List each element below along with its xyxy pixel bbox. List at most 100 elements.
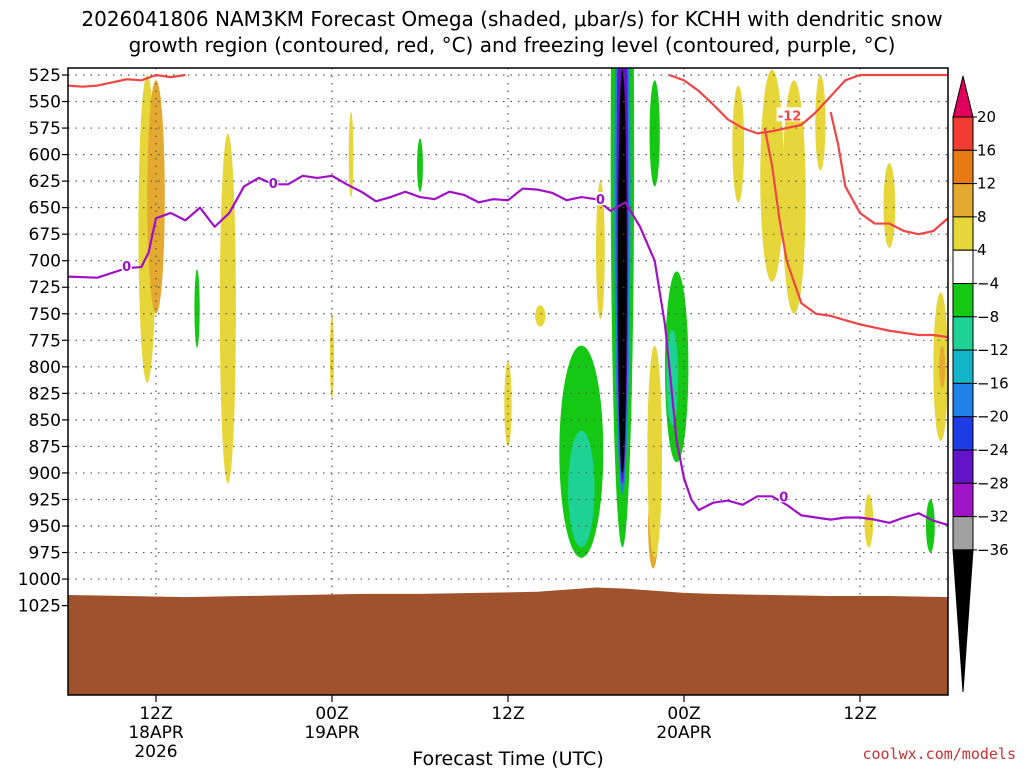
colorbar-seg-8: [952, 349, 974, 384]
x-tick-label-3: 00Z: [667, 704, 700, 724]
dendritic-label-bg: [776, 107, 803, 122]
omega-region-4: [348, 112, 354, 198]
colorbar-label-13: −36: [977, 541, 1009, 559]
colorbar-seg-6: [952, 283, 974, 318]
colorbar-label-11: −28: [977, 474, 1009, 492]
colorbar-seg-4: [952, 216, 974, 251]
colorbar-top-arrow: [952, 75, 974, 118]
colorbar-label-1: 16: [977, 141, 996, 159]
y-tick-label-800: 800: [29, 358, 61, 378]
x-tick-date-0: 18APR: [128, 723, 184, 743]
colorbar-label-4: 4: [977, 241, 987, 259]
omega-region-24: [815, 75, 826, 171]
y-tick-label-650: 650: [29, 199, 61, 219]
freezing-label-2: 0: [596, 193, 605, 208]
y-tick-label-850: 850: [29, 411, 61, 431]
plot-area: 0 0 0 0 -12: [67, 67, 949, 696]
colorbar-label-2: 12: [977, 175, 996, 193]
omega-region-25: [883, 163, 896, 248]
omega-region-15: [618, 69, 627, 473]
colorbar: 20 16 12 8 4 −4 −8 −12 −16 −20 −24 −28 −32 −36: [952, 75, 1009, 693]
colorbar-label-5: −4: [977, 275, 999, 293]
y-tick-label-750: 750: [29, 305, 61, 325]
freezing-label-bg-1: [268, 176, 279, 190]
colorbar-label-12: −32: [977, 508, 1009, 526]
omega-shading: [138, 68, 948, 569]
colorbar-seg-7: [952, 316, 974, 351]
dendritic-contour-1: [668, 73, 948, 135]
chart-title-line1: 2026041806 NAM3KM Forecast Omega (shaded…: [81, 7, 942, 31]
x-tick-label-1: 00Z: [315, 704, 348, 724]
omega-region-26: [864, 494, 874, 548]
freezing-label-bg-2: [595, 192, 606, 206]
chart-title-line2: growth region (contoured, red, °C) and f…: [129, 33, 896, 57]
freezing-label-bg-3: [778, 489, 789, 503]
omega-region-23: [782, 80, 806, 314]
omega-region-6: [417, 138, 423, 192]
dendritic-contour-0: [68, 73, 186, 88]
omega-region-18: [666, 329, 679, 426]
contours: 0 0 0 0 -12: [68, 73, 948, 527]
y-tick-label-1000: 1000: [18, 570, 61, 590]
colorbar-label-0: 20: [977, 108, 996, 126]
colorbar-seg-12: [952, 482, 974, 518]
colorbar-seg-1: [952, 116, 974, 151]
x-tick-label-0: 12Z: [139, 704, 172, 724]
y-tick-label-575: 575: [29, 119, 61, 139]
x-tick-label-2: 12Z: [491, 704, 524, 724]
terrain: [68, 587, 948, 695]
y-axis: 525 550 575 600 625 650 675 700 725 750 775 800 825 8…: [18, 66, 68, 617]
omega-region-27: [926, 499, 935, 553]
y-tick-label-950: 950: [29, 517, 61, 537]
omega-region-5: [329, 313, 335, 399]
omega-region-3: [194, 269, 200, 348]
y-tick-label-925: 925: [29, 490, 61, 510]
y-tick-label-775: 775: [29, 331, 61, 351]
x-tick-year-0: 2026: [134, 742, 177, 762]
omega-region-22: [760, 69, 784, 282]
colorbar-seg-3: [952, 183, 974, 218]
y-tick-label-1025: 1025: [18, 597, 61, 617]
y-tick-label-725: 725: [29, 278, 61, 298]
y-tick-label-675: 675: [29, 225, 61, 245]
colorbar-seg-10: [952, 416, 974, 451]
colorbar-seg-9: [952, 382, 974, 418]
colorbar-seg-2: [952, 149, 974, 185]
x-tick-label-4: 12Z: [843, 704, 876, 724]
y-tick-label-975: 975: [29, 544, 61, 564]
colorbar-seg-11: [952, 449, 974, 484]
y-tick-label-700: 700: [29, 252, 61, 272]
omega-region-1: [147, 80, 165, 314]
omega-region-10: [568, 430, 595, 548]
freezing-label-1: 0: [269, 177, 278, 192]
terrain-fill: [68, 587, 948, 695]
omega-region-2: [219, 133, 236, 484]
y-tick-label-625: 625: [29, 172, 61, 192]
colorbar-label-7: −12: [977, 341, 1009, 359]
x-tick-date-3: 20APR: [656, 723, 712, 743]
omega-region-16: [649, 80, 660, 187]
colorbar-label-10: −24: [977, 441, 1009, 459]
y-tick-label-525: 525: [29, 66, 61, 86]
colorbar-bottom-arrow: [952, 549, 974, 693]
omega-region-11: [596, 181, 605, 320]
dendritic-label: -12: [778, 109, 802, 124]
colorbar-seg-13: [952, 516, 974, 551]
freezing-label-3: 0: [779, 490, 788, 505]
freezing-level-line: [68, 174, 948, 527]
omega-region-8: [535, 305, 546, 327]
y-tick-label-875: 875: [29, 437, 61, 457]
freezing-label-bg-0: [121, 259, 132, 273]
omega-region-21: [732, 85, 745, 203]
colorbar-seg-5: [952, 249, 974, 284]
colorbar-label-3: 8: [977, 208, 987, 226]
x-tick-date-1: 19APR: [304, 723, 360, 743]
y-tick-label-825: 825: [29, 384, 61, 404]
omega-region-29: [939, 345, 946, 389]
freezing-label-0: 0: [122, 260, 131, 275]
omega-region-20: [647, 345, 663, 558]
y-tick-label-550: 550: [29, 93, 61, 113]
dendritic-contour-2: [763, 127, 948, 339]
